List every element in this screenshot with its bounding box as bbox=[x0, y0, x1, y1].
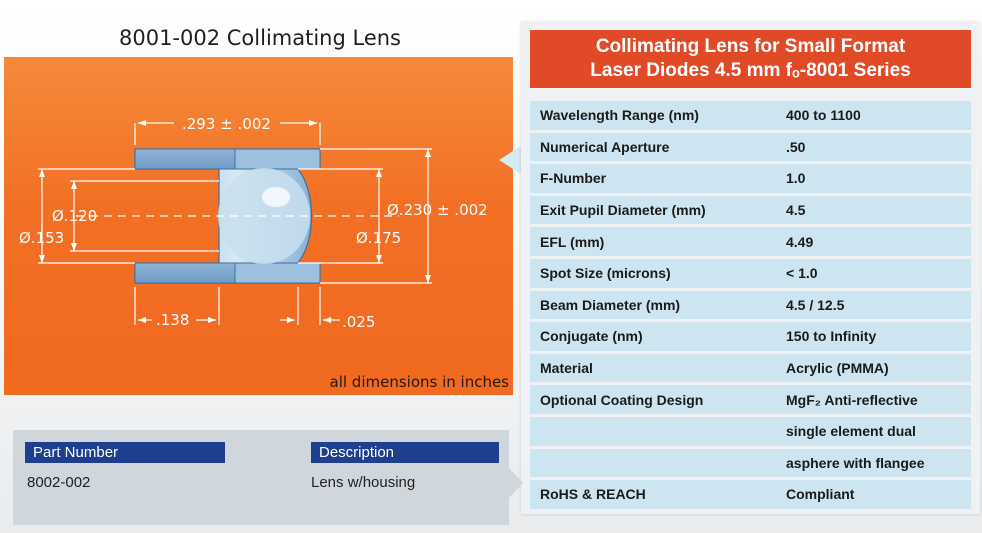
spec-row: asphere with flangee bbox=[530, 448, 971, 478]
spec-panel: Collimating Lens for Small Format Laser … bbox=[521, 22, 980, 514]
spec-row: Spot Size (microns) < 1.0 bbox=[530, 258, 971, 288]
spec-value: single element dual bbox=[776, 416, 971, 446]
spec-header-line1: Collimating Lens for Small Format bbox=[595, 36, 906, 57]
dim-top-label: .293 ± .002 bbox=[182, 115, 271, 133]
spec-table: Wavelength Range (nm) 400 to 1100 Numeric… bbox=[530, 98, 971, 512]
spec-value: < 1.0 bbox=[776, 258, 971, 288]
dim-138-label: .138 bbox=[156, 311, 189, 329]
spec-label bbox=[530, 416, 776, 446]
page-title: 8001-002 Collimating Lens bbox=[118, 26, 401, 50]
part-number-header: Part Number bbox=[25, 442, 225, 463]
spec-value: .50 bbox=[776, 132, 971, 162]
spec-label: Beam Diameter (mm) bbox=[530, 290, 776, 320]
spec-header-line2: Laser Diodes 4.5 mm fₒ-8001 Series bbox=[590, 60, 911, 81]
spec-label: Numerical Aperture bbox=[530, 132, 776, 162]
spec-value: 4.5 bbox=[776, 195, 971, 225]
spec-label: Spot Size (microns) bbox=[530, 258, 776, 288]
spec-header: Collimating Lens for Small Format Laser … bbox=[530, 30, 971, 88]
spec-label bbox=[530, 448, 776, 478]
spec-value: 400 to 1100 bbox=[776, 101, 971, 130]
dim-230-label: Ø.230 ± .002 bbox=[387, 201, 488, 219]
spec-value: Acrylic (PMMA) bbox=[776, 353, 971, 383]
spec-value: Compliant bbox=[776, 480, 971, 509]
dim-025-label: .025 bbox=[342, 313, 375, 331]
spec-label: Material bbox=[530, 353, 776, 383]
spec-value: 150 to Infinity bbox=[776, 322, 971, 351]
parts-pointer bbox=[509, 468, 523, 498]
spec-label: Optional Coating Design bbox=[530, 385, 776, 414]
spec-row: Optional Coating Design MgF₂ Anti-reflect… bbox=[530, 385, 971, 414]
part-number-value: 8002-002 bbox=[27, 474, 91, 491]
dim-120-label: Ø.120 bbox=[52, 207, 97, 225]
spec-pointer bbox=[499, 146, 521, 174]
dim-153-label: Ø.153 bbox=[19, 229, 64, 247]
spec-row: RoHS & REACH Compliant bbox=[530, 480, 971, 509]
spec-row: Conjugate (nm) 150 to Infinity bbox=[530, 322, 971, 351]
spec-label: Conjugate (nm) bbox=[530, 322, 776, 351]
spec-label: Exit Pupil Diameter (mm) bbox=[530, 195, 776, 225]
spec-row: Numerical Aperture .50 bbox=[530, 132, 971, 162]
spec-row: Wavelength Range (nm) 400 to 1100 bbox=[530, 101, 971, 130]
spec-value: 1.0 bbox=[776, 164, 971, 193]
spec-row: F-Number 1.0 bbox=[530, 164, 971, 193]
spec-label: EFL (mm) bbox=[530, 227, 776, 256]
lens-shape bbox=[134, 148, 321, 284]
spec-row: EFL (mm) 4.49 bbox=[530, 227, 971, 256]
lens-diagram-panel: .293 ± .002 Ø.120 Ø.153 Ø.230 ± .002 Ø.1… bbox=[4, 57, 513, 395]
parts-panel: Part Number Description 8002-002 Lens w/… bbox=[13, 430, 509, 525]
spec-value: MgF₂ Anti-reflective bbox=[776, 385, 971, 414]
spec-value: 4.49 bbox=[776, 227, 971, 256]
spec-label: F-Number bbox=[530, 164, 776, 193]
spec-value: 4.5 / 12.5 bbox=[776, 290, 971, 320]
spec-row: Material Acrylic (PMMA) bbox=[530, 353, 971, 383]
description-header: Description bbox=[311, 442, 499, 463]
spec-label: RoHS & REACH bbox=[530, 480, 776, 509]
dim-175-label: Ø.175 bbox=[356, 229, 401, 247]
description-value: Lens w/housing bbox=[311, 474, 416, 491]
spec-label: Wavelength Range (nm) bbox=[530, 101, 776, 130]
spec-row: Beam Diameter (mm) 4.5 / 12.5 bbox=[530, 290, 971, 320]
units-note: all dimensions in inches bbox=[329, 373, 510, 391]
spec-row: Exit Pupil Diameter (mm) 4.5 bbox=[530, 195, 971, 225]
lens-diagram: .293 ± .002 Ø.120 Ø.153 Ø.230 ± .002 Ø.1… bbox=[19, 115, 488, 331]
spec-value: asphere with flangee bbox=[776, 448, 971, 478]
spec-row: single element dual bbox=[530, 416, 971, 446]
